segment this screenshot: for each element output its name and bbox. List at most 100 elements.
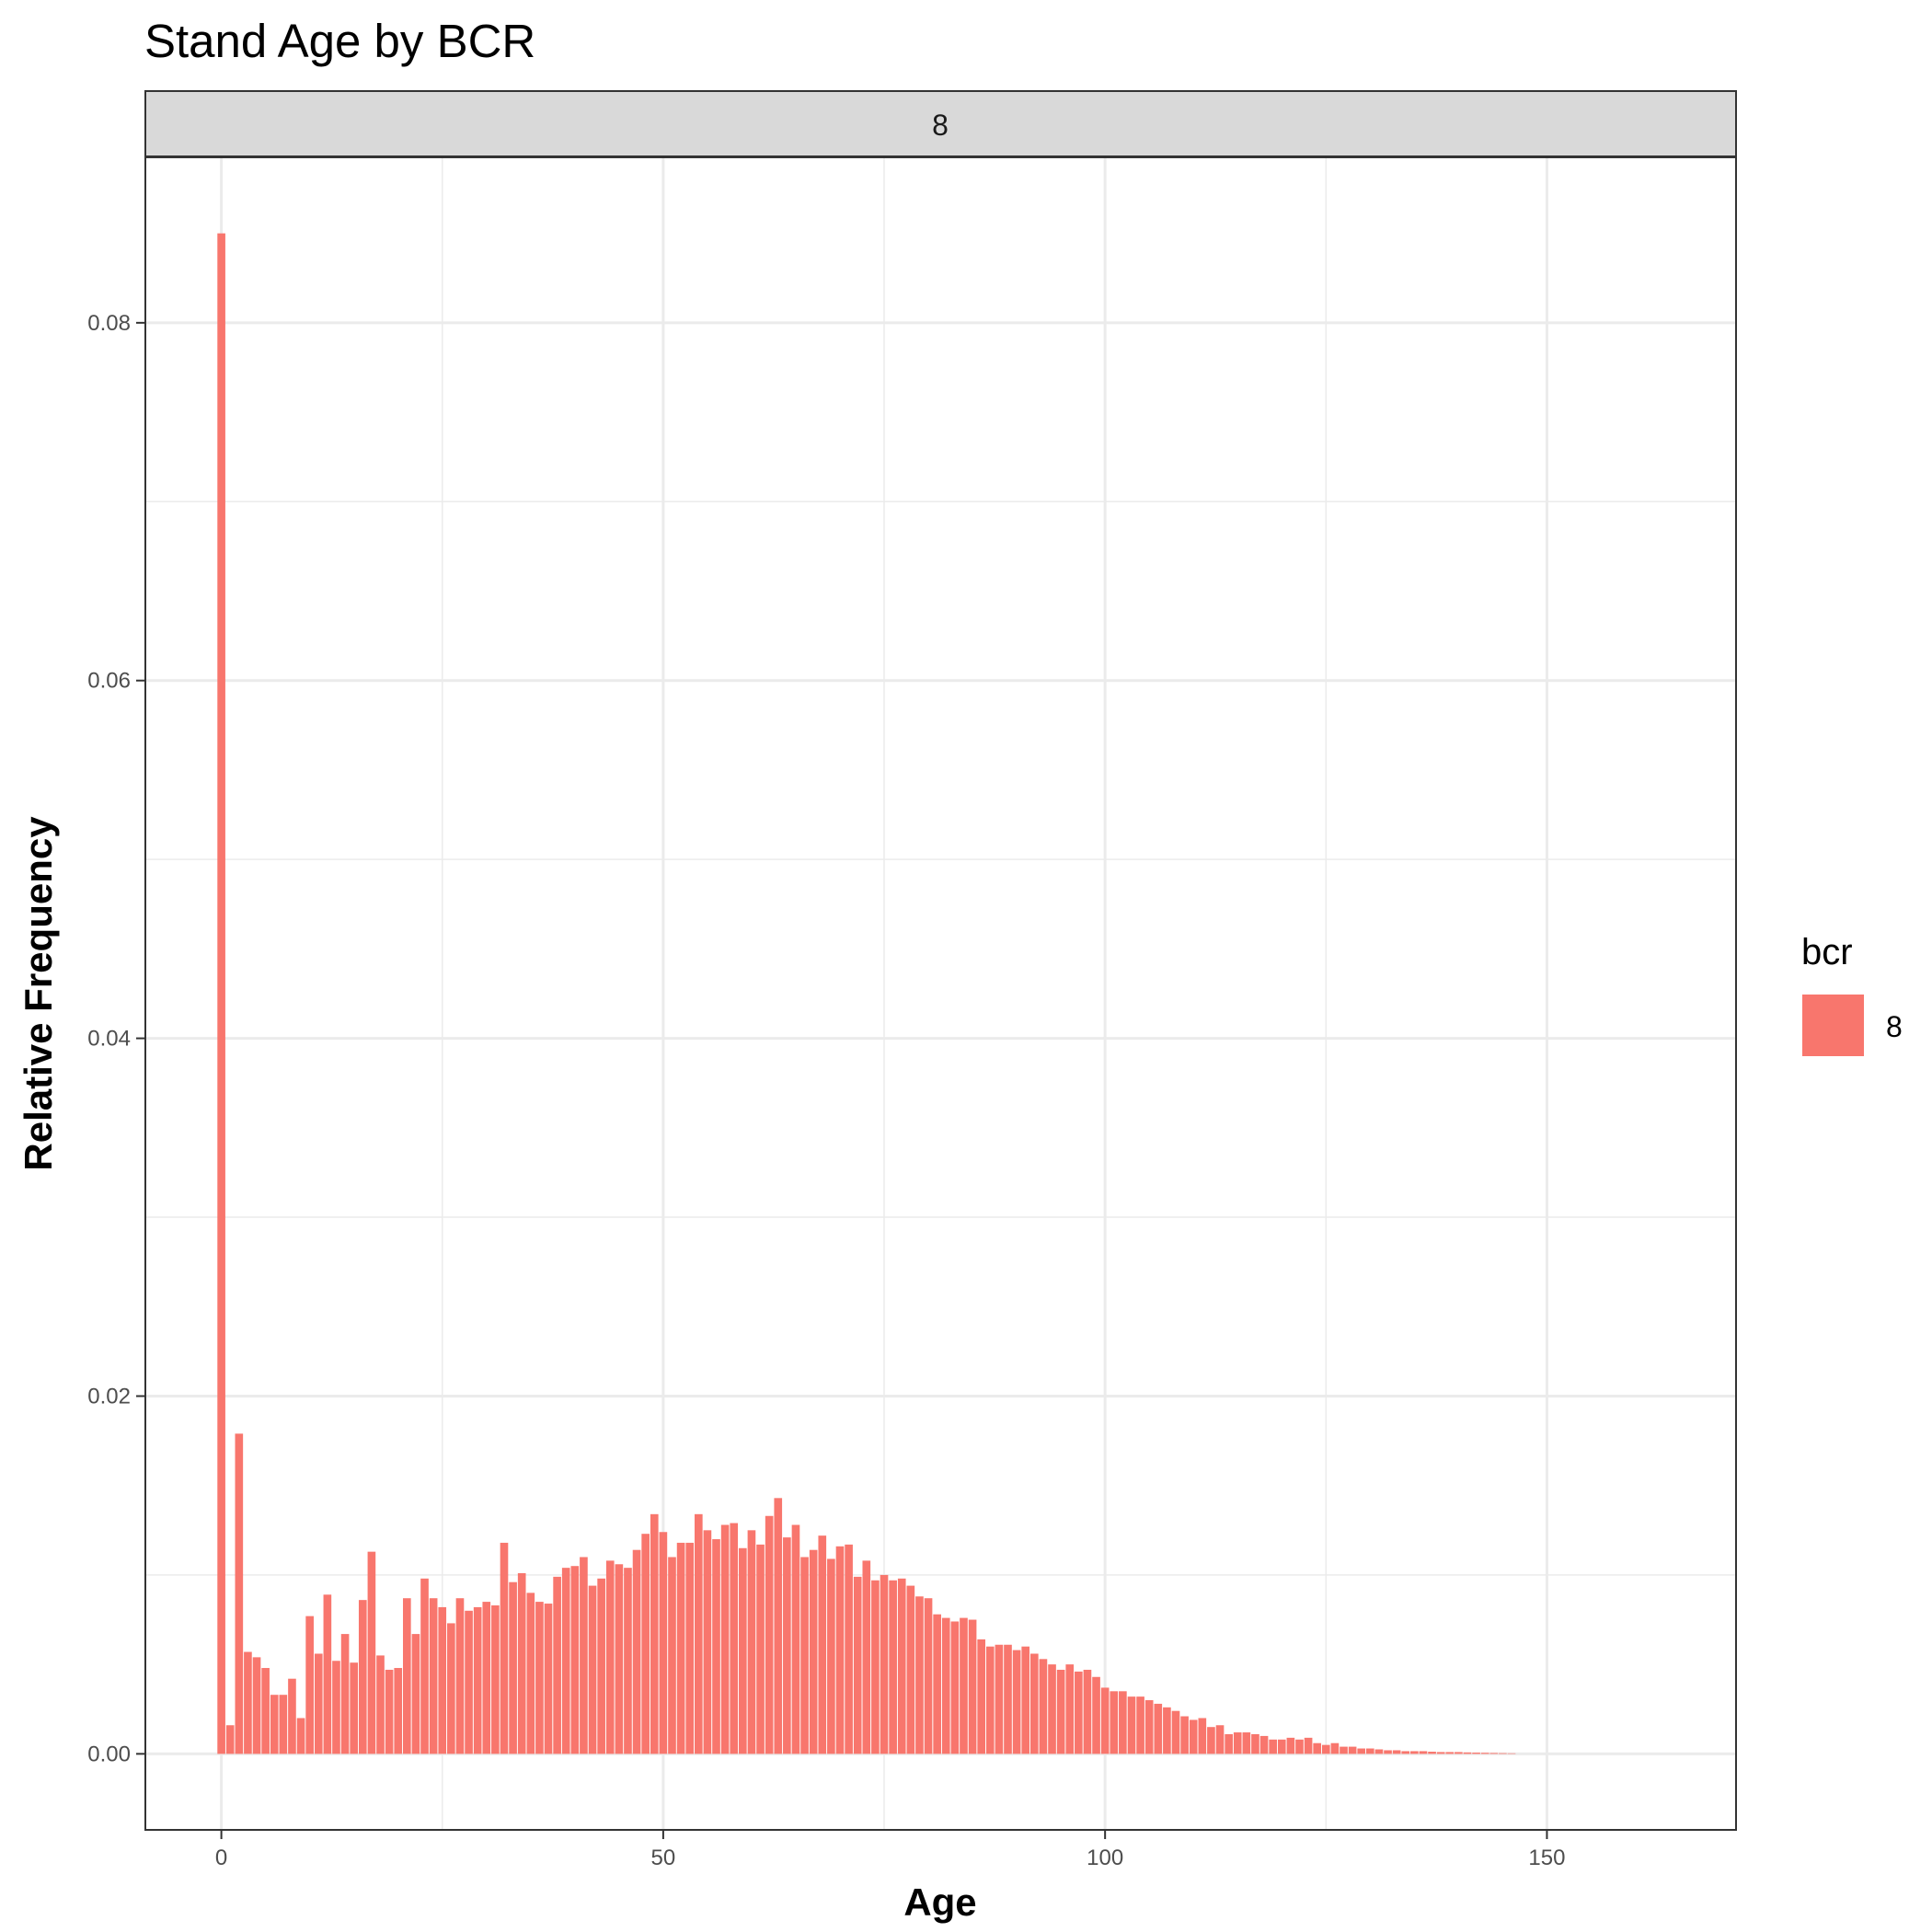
- y-tick-label: 0.04: [87, 1027, 131, 1052]
- bar: [756, 1544, 765, 1754]
- bar: [465, 1610, 473, 1754]
- bar: [924, 1598, 933, 1754]
- bar: [1436, 1752, 1445, 1754]
- bar: [668, 1557, 676, 1754]
- bar: [977, 1639, 985, 1754]
- bar: [1384, 1750, 1392, 1754]
- bar: [305, 1616, 314, 1754]
- bar: [995, 1644, 1004, 1754]
- bar: [323, 1594, 332, 1754]
- bar: [615, 1564, 624, 1754]
- bar: [1410, 1751, 1419, 1754]
- bar: [1163, 1707, 1171, 1754]
- bar: [1242, 1732, 1251, 1754]
- bar: [1295, 1739, 1304, 1754]
- chart-title: Stand Age by BCR: [144, 15, 535, 67]
- bar: [1030, 1653, 1039, 1754]
- bar: [853, 1576, 862, 1754]
- bar: [1419, 1751, 1428, 1754]
- bar: [774, 1498, 783, 1754]
- bar: [314, 1653, 323, 1754]
- bar: [217, 233, 225, 1754]
- bar: [1100, 1687, 1110, 1754]
- bar: [588, 1585, 597, 1754]
- bar: [296, 1718, 305, 1754]
- bar: [385, 1669, 394, 1754]
- bar: [1340, 1746, 1348, 1754]
- bar: [1171, 1710, 1180, 1754]
- bar: [818, 1535, 827, 1754]
- bar: [235, 1433, 244, 1754]
- bar: [1259, 1735, 1269, 1754]
- bar: [580, 1557, 588, 1754]
- bar: [473, 1606, 482, 1754]
- x-axis: 0 50 100 150: [215, 1830, 1565, 1870]
- bar: [765, 1515, 774, 1754]
- y-axis-title: Relative Frequency: [17, 816, 60, 1171]
- bar: [1366, 1748, 1374, 1754]
- bar: [676, 1542, 685, 1754]
- bar: [650, 1513, 659, 1754]
- bar: [1119, 1691, 1127, 1754]
- bar: [1489, 1753, 1499, 1754]
- bar: [1304, 1737, 1313, 1754]
- bar: [1092, 1676, 1100, 1754]
- bar: [535, 1602, 544, 1754]
- bar: [703, 1530, 712, 1754]
- bar: [509, 1581, 517, 1754]
- bar: [252, 1657, 261, 1754]
- bar: [279, 1695, 288, 1754]
- bar: [517, 1572, 526, 1754]
- bar: [809, 1549, 818, 1754]
- facet-strip: [144, 90, 1737, 157]
- bar: [694, 1513, 703, 1754]
- bar: [605, 1560, 615, 1754]
- bar: [1083, 1669, 1092, 1754]
- bar: [712, 1539, 720, 1754]
- bar: [659, 1532, 668, 1754]
- bar: [889, 1580, 897, 1754]
- bar: [358, 1600, 367, 1754]
- bar: [862, 1560, 871, 1754]
- bar: [880, 1574, 889, 1754]
- bar: [1472, 1753, 1480, 1754]
- legend-label-8: 8: [1886, 1010, 1903, 1043]
- bar: [429, 1598, 438, 1754]
- bar: [845, 1544, 853, 1754]
- bar: [1039, 1659, 1048, 1754]
- bar: [447, 1623, 455, 1754]
- bar: [403, 1598, 411, 1754]
- plot-panel: [145, 157, 1736, 1830]
- bar: [1348, 1746, 1357, 1754]
- bar: [835, 1546, 845, 1754]
- bar: [526, 1593, 535, 1754]
- x-tick-label: 0: [215, 1846, 227, 1870]
- x-tick-label: 100: [1087, 1846, 1123, 1870]
- bar: [340, 1634, 350, 1754]
- bar: [783, 1537, 791, 1754]
- y-tick-label: 0.06: [87, 669, 131, 694]
- bar: [1392, 1750, 1401, 1754]
- bar: [933, 1614, 941, 1754]
- bar: [827, 1558, 835, 1754]
- bar: [1004, 1644, 1012, 1754]
- legend-title: bcr: [1801, 932, 1853, 972]
- bar: [915, 1596, 924, 1754]
- bar: [1215, 1725, 1225, 1754]
- bar: [491, 1604, 500, 1754]
- bar: [1136, 1696, 1144, 1754]
- bar: [739, 1547, 747, 1754]
- bar: [1480, 1753, 1489, 1754]
- bar: [225, 1725, 235, 1754]
- y-axis: 0.00 0.02 0.04 0.06 0.08: [87, 311, 145, 1766]
- legend: bcr 8: [1801, 932, 1903, 1056]
- bar: [941, 1617, 950, 1754]
- bar: [1321, 1744, 1330, 1754]
- legend-key-8: [1802, 995, 1864, 1056]
- bar: [1198, 1718, 1207, 1754]
- bar: [1455, 1752, 1463, 1754]
- bar: [376, 1655, 385, 1754]
- bar: [720, 1524, 730, 1754]
- bar: [624, 1568, 632, 1754]
